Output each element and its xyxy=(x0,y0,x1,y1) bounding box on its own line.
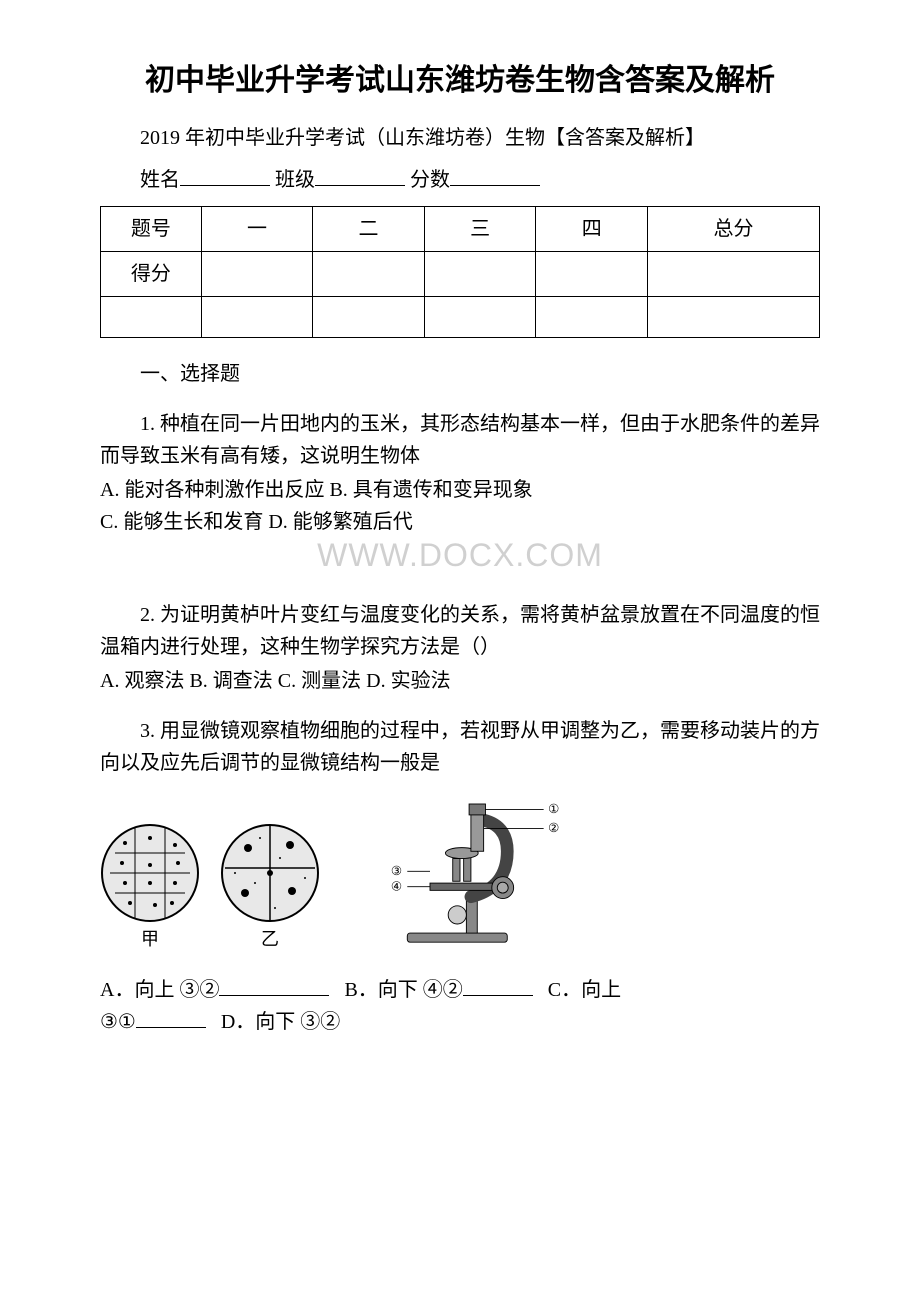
caption-b: 乙 xyxy=(261,925,279,954)
score-blank[interactable] xyxy=(450,165,540,186)
table-row: 题号 一 二 三 四 总分 xyxy=(101,207,820,252)
blank xyxy=(463,975,533,996)
figure-row: 甲 乙 xyxy=(100,794,820,954)
q3-opt-d: D．向下 ③② xyxy=(221,1011,340,1033)
name-label: 姓名 xyxy=(140,169,180,191)
label-1: ① xyxy=(548,802,559,816)
blank xyxy=(219,975,329,996)
empty-cell xyxy=(536,297,648,338)
class-label: 班级 xyxy=(275,169,315,191)
score-cell[interactable] xyxy=(648,252,820,297)
student-info-line: 姓名 班级 分数 xyxy=(100,164,820,196)
label-3: ③ xyxy=(391,864,402,878)
cell-circle-a-icon xyxy=(100,823,200,923)
label-4: ④ xyxy=(391,880,402,894)
score-label: 分数 xyxy=(410,169,450,191)
header-cell: 四 xyxy=(536,207,648,252)
question-3: 3. 用显微镜观察植物细胞的过程中，若视野从甲调整为乙，需要移动装片的方向以及应… xyxy=(100,715,820,779)
q3-opt-b: B．向下 ④② xyxy=(344,979,462,1001)
score-cell[interactable] xyxy=(424,252,536,297)
q3-opt-c2: ③① xyxy=(100,1011,136,1033)
blank xyxy=(136,1007,206,1028)
cell-view-b: 乙 xyxy=(220,823,320,954)
score-cell[interactable] xyxy=(536,252,648,297)
empty-cell xyxy=(313,297,425,338)
q3-opt-c: C．向上 xyxy=(548,979,621,1001)
score-cell[interactable] xyxy=(313,252,425,297)
label-2: ② xyxy=(548,821,559,835)
cell-circle-b-icon xyxy=(220,823,320,923)
row-label-cell: 得分 xyxy=(101,252,202,297)
q3-opt-a: A．向上 ③② xyxy=(100,979,219,1001)
empty-cell xyxy=(424,297,536,338)
header-cell: 三 xyxy=(424,207,536,252)
table-row: 得分 xyxy=(101,252,820,297)
header-cell: 总分 xyxy=(648,207,820,252)
header-cell: 一 xyxy=(201,207,313,252)
exam-subtitle: 2019 年初中毕业升学考试（山东潍坊卷）生物【含答案及解析】 xyxy=(100,122,820,154)
score-table: 题号 一 二 三 四 总分 得分 xyxy=(100,206,820,338)
empty-cell xyxy=(101,297,202,338)
q2-options: A. 观察法 B. 调查法 C. 测量法 D. 实验法 xyxy=(100,665,820,697)
empty-cell xyxy=(648,297,820,338)
header-cell: 题号 xyxy=(101,207,202,252)
microscope-icon: ① ② ③ ④ xyxy=(380,794,580,954)
empty-cell xyxy=(201,297,313,338)
header-cell: 二 xyxy=(313,207,425,252)
q3-options: A．向上 ③② B．向下 ④② C．向上 ③① D．向下 ③② xyxy=(100,974,820,1038)
page-title: 初中毕业升学考试山东潍坊卷生物含答案及解析 xyxy=(100,60,820,102)
table-row xyxy=(101,297,820,338)
section-heading: 一、选择题 xyxy=(100,358,820,390)
cell-view-a: 甲 xyxy=(100,823,200,954)
score-cell[interactable] xyxy=(201,252,313,297)
name-blank[interactable] xyxy=(180,165,270,186)
question-2: 2. 为证明黄栌叶片变红与温度变化的关系，需将黄栌盆景放置在不同温度的恒温箱内进… xyxy=(100,599,820,663)
caption-a: 甲 xyxy=(141,925,159,954)
class-blank[interactable] xyxy=(315,165,405,186)
question-1: 1. 种植在同一片田地内的玉米，其形态结构基本一样，但由于水肥条件的差异而导致玉… xyxy=(100,408,820,472)
q1-options-ab: A. 能对各种刺激作出反应 B. 具有遗传和变异现象 xyxy=(100,474,820,506)
